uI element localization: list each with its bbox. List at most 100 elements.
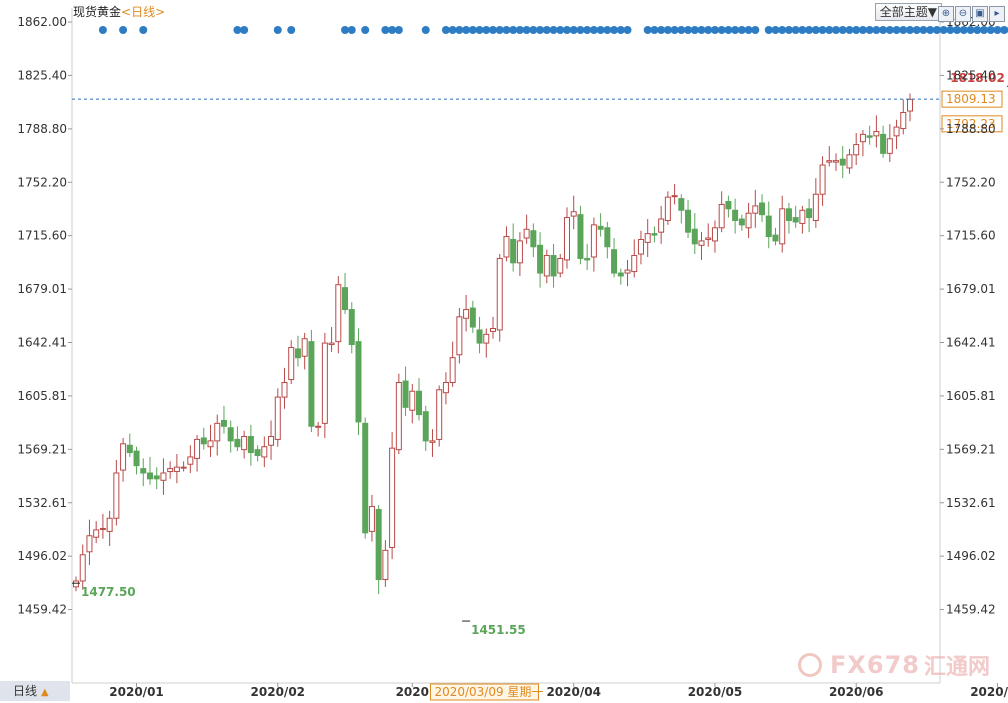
timeframe-label[interactable]: <日线> xyxy=(121,5,166,19)
signal-dot xyxy=(657,26,666,34)
candle-body xyxy=(866,135,873,138)
candle-body xyxy=(510,238,517,264)
candle-body xyxy=(570,211,577,217)
signal-dot xyxy=(522,26,531,34)
candle-body xyxy=(886,138,893,154)
signal-dot xyxy=(240,26,249,34)
candle-body xyxy=(328,342,335,346)
candle-body xyxy=(859,133,866,143)
signal-dot xyxy=(986,26,995,34)
candle-body xyxy=(563,217,570,261)
candle-body xyxy=(247,436,254,454)
candle-body xyxy=(220,419,227,427)
signal-dot xyxy=(973,26,982,34)
candle-body xyxy=(160,472,167,481)
candle-body xyxy=(799,209,806,224)
candle-body xyxy=(577,214,584,259)
candle-body xyxy=(671,195,678,198)
signal-dot xyxy=(798,26,807,34)
candle-body xyxy=(718,203,725,229)
signal-dot xyxy=(684,26,693,34)
signal-dot xyxy=(892,26,901,34)
candlesticks xyxy=(73,93,913,595)
signal-dot xyxy=(273,26,282,34)
y-tick-label-left: 1642.41 xyxy=(17,335,67,349)
candle-body xyxy=(207,440,214,448)
signal-dot xyxy=(906,26,914,34)
x-tick-label: 2020/01 xyxy=(109,685,163,699)
candle-body xyxy=(194,438,201,459)
candle-body xyxy=(812,193,819,221)
candle-body xyxy=(711,227,718,242)
candle-body xyxy=(167,468,174,473)
zoom-out-icon[interactable]: ⊖ xyxy=(955,6,971,22)
chart-window-icon[interactable]: ▣ xyxy=(972,6,988,22)
candle-body xyxy=(839,158,846,166)
candle-body xyxy=(644,233,651,243)
signal-dot xyxy=(912,26,921,34)
candle-body xyxy=(759,202,766,216)
x-tick-label: 2020/04 xyxy=(546,685,600,699)
instrument-name: 现货黄金 xyxy=(73,5,122,19)
candle-body xyxy=(261,446,268,458)
candle-body xyxy=(335,284,342,343)
candle-body xyxy=(496,257,503,331)
timeframe-switch[interactable]: 日线 ▲ xyxy=(0,681,70,701)
candle-body xyxy=(301,338,308,357)
candle-body xyxy=(631,255,638,273)
signal-dot xyxy=(341,26,350,34)
candle-body xyxy=(530,230,537,248)
candle-body xyxy=(537,244,544,274)
candle-body xyxy=(483,333,490,344)
candle-body xyxy=(429,440,436,443)
candle-body xyxy=(853,144,860,156)
signal-dot xyxy=(455,26,464,34)
candle-body xyxy=(617,272,624,277)
candle-body xyxy=(79,554,86,582)
signal-dot xyxy=(388,26,397,34)
signal-dot xyxy=(946,26,955,34)
signal-dot xyxy=(885,26,894,34)
signal-dot xyxy=(562,26,571,34)
candle-body xyxy=(422,411,429,442)
signal-dot xyxy=(596,26,605,34)
y-tick-label-left: 1715.60 xyxy=(17,229,67,243)
y-tick-label-right: 1715.60 xyxy=(946,229,996,243)
candle-body xyxy=(375,508,382,581)
candle-body xyxy=(321,342,328,424)
signal-dot xyxy=(421,26,430,34)
candle-body xyxy=(900,111,907,130)
toolbar-icons: ⊕ ⊖ ▣ ▸ xyxy=(937,1,1005,22)
x-tick-label: 2020 xyxy=(396,685,429,699)
candle-body xyxy=(234,438,241,448)
candle-body xyxy=(745,212,752,229)
expand-icon[interactable]: ▸ xyxy=(989,6,1005,22)
signal-dot xyxy=(509,26,518,34)
signal-dot xyxy=(993,26,1002,34)
candle-body xyxy=(503,236,510,258)
candle-body xyxy=(685,209,692,233)
candle-body xyxy=(342,287,349,311)
candle-body xyxy=(146,472,153,480)
signal-dot xyxy=(832,26,841,34)
crosshair-date-box xyxy=(429,683,539,701)
candle-body xyxy=(651,233,658,236)
candle-body xyxy=(382,549,389,581)
candle-body xyxy=(880,133,887,154)
zoom-in-icon[interactable]: ⊕ xyxy=(938,6,954,22)
candle-body xyxy=(389,447,396,548)
signal-dot xyxy=(515,26,524,34)
candle-body xyxy=(436,389,443,440)
signal-dot xyxy=(899,26,908,34)
candle-body xyxy=(765,215,772,238)
signal-dot xyxy=(576,26,585,34)
candle-body xyxy=(463,309,470,319)
candle-body xyxy=(833,160,840,163)
candle-body xyxy=(99,527,106,530)
signal-dot xyxy=(879,26,888,34)
crosshair-date-label: 2020/03/09 星期一 xyxy=(434,685,543,699)
candle-body xyxy=(698,240,705,246)
theme-select-button[interactable]: 全部主题▼ xyxy=(874,3,942,21)
signal-dot xyxy=(704,26,713,34)
